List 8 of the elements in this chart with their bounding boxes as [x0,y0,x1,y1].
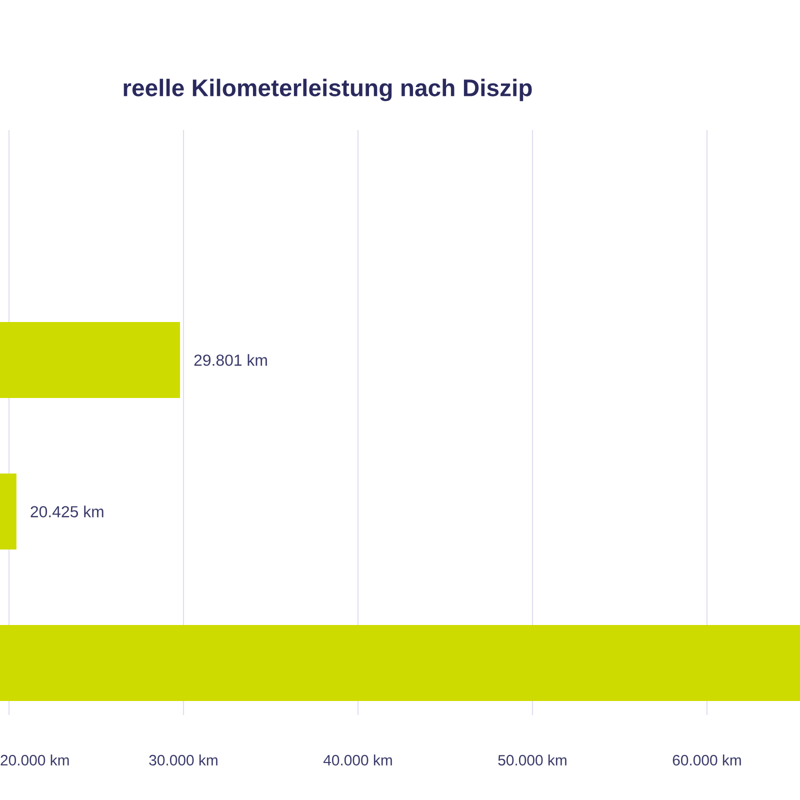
data-label: 29.801 km [194,354,267,366]
chart-title: reelle Kilometerleistung nach Diszip [124,78,532,102]
x-tick-label: 30.000 km [149,754,218,766]
x-tick-label: 20.000 km [0,754,69,766]
x-tick-label: 40.000 km [323,754,392,766]
x-tick-label: 60.000 km [672,754,741,766]
x-tick-label: 50.000 km [498,754,566,766]
data-label: 20.425 km [30,506,104,518]
